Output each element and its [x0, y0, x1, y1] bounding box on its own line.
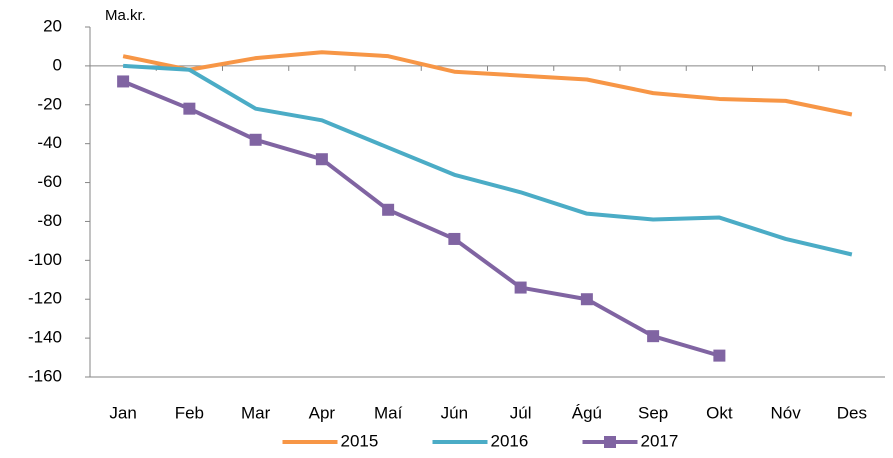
unit-label: Ma.kr. — [105, 7, 146, 24]
x-tick-label: Mar — [241, 403, 271, 422]
series-line — [122, 50, 853, 117]
x-tick-label: Apr — [309, 403, 336, 422]
x-tick-label: Ágú — [572, 403, 602, 422]
y-tick-label: -20 — [37, 94, 62, 113]
legend-label: 2015 — [341, 431, 379, 450]
x-tick-label: Nóv — [771, 403, 802, 422]
y-tick-label: -60 — [37, 172, 62, 191]
legend-label: 2016 — [491, 431, 529, 450]
point-marker — [580, 293, 593, 306]
series-line — [122, 79, 720, 358]
x-tick-label: Okt — [706, 403, 733, 422]
y-tick-label: 20 — [43, 16, 62, 35]
x-tick-label: Des — [837, 403, 867, 422]
point-marker — [382, 203, 395, 216]
y-tick-label: -120 — [28, 289, 62, 308]
point-marker — [315, 153, 328, 166]
legend-marker — [604, 436, 616, 448]
x-tick-label: Maí — [374, 403, 403, 422]
point-marker — [448, 232, 461, 245]
series-line — [123, 63, 853, 257]
y-tick-label: -100 — [28, 250, 62, 269]
x-tick-label: Jan — [109, 403, 136, 422]
y-tick-label: -140 — [28, 328, 62, 347]
point-marker — [713, 349, 726, 362]
point-marker — [183, 102, 196, 115]
x-tick-label: Júl — [510, 403, 532, 422]
point-marker — [249, 133, 262, 146]
point-marker — [647, 330, 660, 343]
point-marker — [514, 281, 527, 294]
legend-label: 2017 — [641, 431, 679, 450]
y-tick-label: -40 — [37, 133, 62, 152]
y-tick-label: -80 — [37, 211, 62, 230]
y-tick-label: -160 — [28, 366, 62, 385]
x-tick-label: Sep — [638, 403, 668, 422]
x-tick-label: Feb — [175, 403, 204, 422]
point-marker — [117, 75, 130, 88]
x-tick-label: Jún — [441, 403, 468, 422]
y-tick-label: 0 — [53, 55, 62, 74]
